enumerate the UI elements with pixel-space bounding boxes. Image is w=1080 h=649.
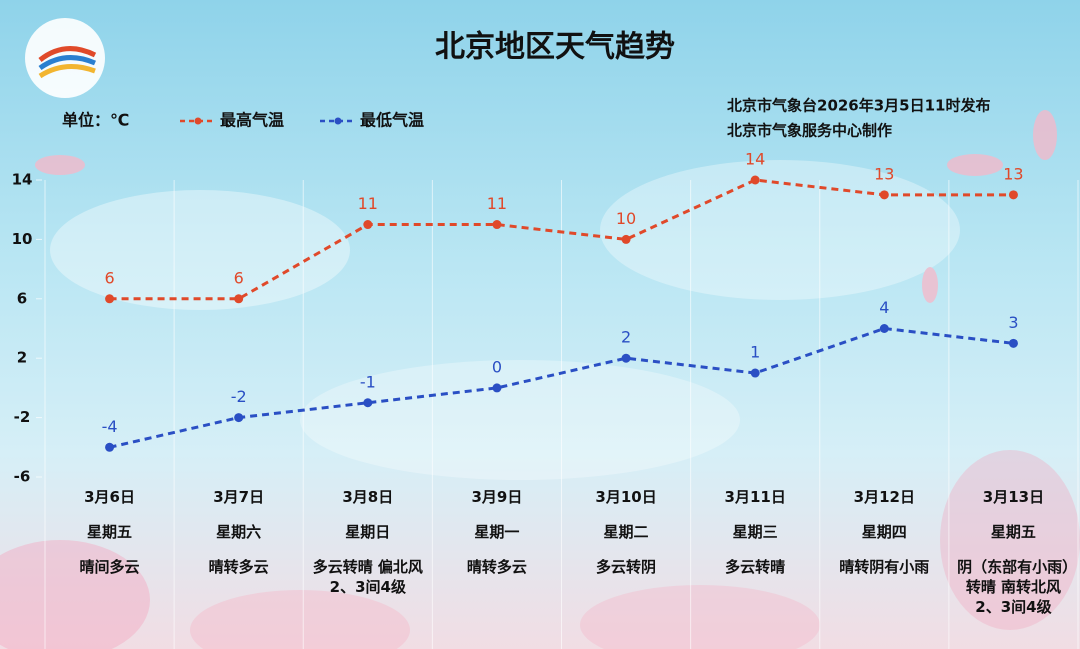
data-label: 13 [874,164,894,183]
weekday-label: 星期四 [861,523,907,541]
weekday-label: 星期五 [990,523,1036,541]
x-tick-label: 3月7日 [213,488,265,506]
data-label: 11 [487,194,507,213]
weather-label: 晴转阴有小雨 [839,558,930,576]
weekday-label: 星期二 [603,523,649,541]
chart-title: 北京地区天气趋势 [435,30,675,65]
y-tick-label: -2 [14,408,31,426]
data-point [105,294,115,304]
data-label: 1 [750,343,760,362]
logo [25,18,105,98]
weather-label: 多云转晴 [725,558,786,576]
x-tick-label: 3月10日 [595,488,657,506]
weather-label: 多云转阴 [596,558,657,576]
data-label: 0 [492,357,502,376]
series-line [109,178,1014,301]
x-tick-label: 3月11日 [724,488,786,506]
y-tick-label: 10 [12,230,33,248]
data-point [621,353,631,363]
data-label: 3 [1008,313,1018,332]
data-label: -4 [102,417,118,436]
weather-label: 晴转多云 [466,558,527,576]
data-label: 13 [1003,164,1023,183]
weekday-label: 星期三 [732,523,778,541]
data-label: 6 [104,268,114,287]
data-point [750,368,760,378]
x-tick-label: 3月13日 [982,488,1045,506]
data-label: 4 [879,298,889,317]
data-point [234,413,244,423]
weekday-label: 星期六 [216,523,262,541]
weekday-label: 星期五 [87,523,133,541]
x-tick-label: 3月12日 [853,488,915,506]
data-label: 6 [234,268,244,287]
y-tick-label: 14 [12,171,33,189]
source-text: 北京市气象服务中心制作 [727,122,892,140]
legend-marker [334,117,342,125]
legend-marker [194,117,202,125]
weather-label: 晴间多云 [79,558,140,576]
weather-label: 阴（东部有小雨）转晴 南转北风2、3间4级 [957,558,1070,616]
x-tick-label: 3月9日 [471,488,523,506]
unit-label: 单位：℃ [62,111,129,130]
legend-label: 最高气温 [220,111,284,130]
weather-label: 晴转多云 [208,558,269,576]
data-label: -1 [360,372,376,391]
y-tick-label: -6 [14,468,31,486]
data-point [492,220,502,230]
data-point [1008,338,1018,348]
data-point [621,234,631,244]
weather-label: 多云转晴 偏北风2、3间4级 [312,558,423,596]
weekday-label: 星期一 [474,523,520,541]
data-point [492,383,502,393]
data-point [879,324,889,333]
data-point [879,190,889,200]
x-tick-label: 3月6日 [84,488,135,506]
data-point [105,442,115,452]
data-label: 2 [621,328,631,347]
data-point [1008,190,1018,200]
data-label: -2 [231,387,247,406]
data-label: 10 [616,209,636,228]
source-text: 北京市气象台2026年3月5日11时发布 [727,97,991,115]
data-point [363,398,373,408]
y-tick-label: 2 [17,349,27,367]
data-label: 14 [745,150,765,169]
decoration [0,110,1080,649]
data-point [234,294,244,304]
data-label: 11 [358,194,378,213]
series-line [109,326,1014,449]
data-point [750,175,760,185]
data-point [363,220,373,230]
y-tick-label: 6 [17,289,27,307]
legend-label: 最低气温 [360,111,424,130]
x-tick-label: 3月8日 [342,488,394,506]
weekday-label: 星期日 [345,523,391,541]
